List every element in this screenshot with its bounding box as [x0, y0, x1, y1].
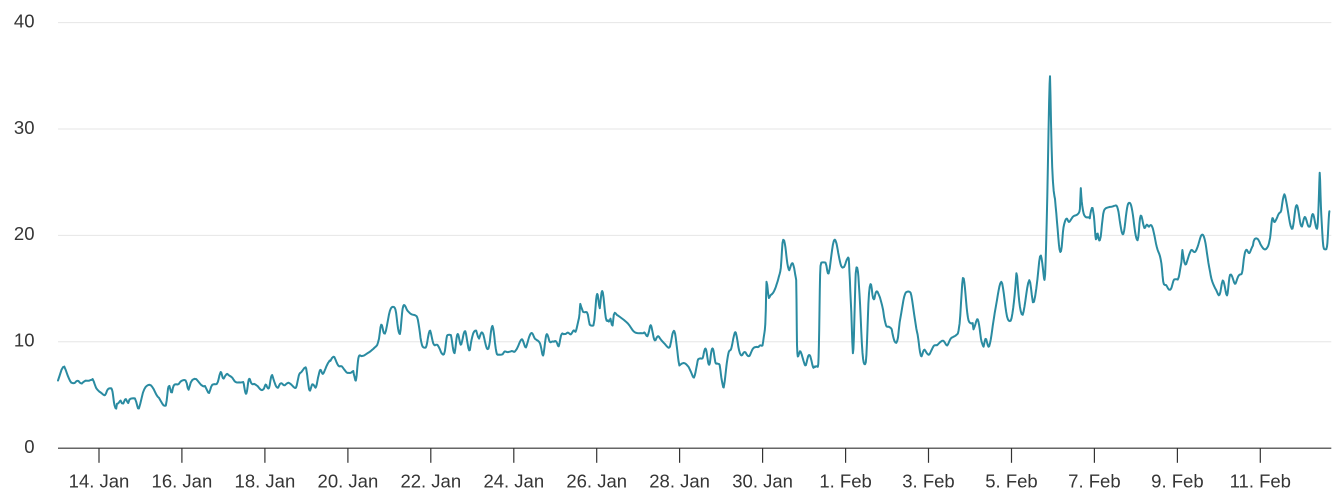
svg-text:1. Feb: 1. Feb: [819, 471, 871, 492]
svg-text:3. Feb: 3. Feb: [902, 471, 954, 492]
svg-text:30. Jan: 30. Jan: [732, 471, 793, 492]
svg-text:10: 10: [14, 330, 35, 351]
svg-text:40: 40: [14, 10, 35, 31]
svg-text:14. Jan: 14. Jan: [69, 471, 130, 492]
svg-text:20: 20: [14, 223, 35, 244]
svg-text:7. Feb: 7. Feb: [1068, 471, 1120, 492]
svg-text:26. Jan: 26. Jan: [566, 471, 627, 492]
svg-text:30: 30: [14, 117, 35, 138]
svg-text:16. Jan: 16. Jan: [152, 471, 213, 492]
svg-text:9. Feb: 9. Feb: [1151, 471, 1203, 492]
svg-text:11. Feb: 11. Feb: [1230, 471, 1291, 492]
svg-text:0: 0: [24, 436, 34, 457]
svg-text:5. Feb: 5. Feb: [985, 471, 1037, 492]
svg-text:18. Jan: 18. Jan: [235, 471, 296, 492]
svg-text:20. Jan: 20. Jan: [318, 471, 379, 492]
svg-text:24. Jan: 24. Jan: [483, 471, 544, 492]
svg-text:22. Jan: 22. Jan: [400, 471, 461, 492]
svg-text:28. Jan: 28. Jan: [649, 471, 710, 492]
